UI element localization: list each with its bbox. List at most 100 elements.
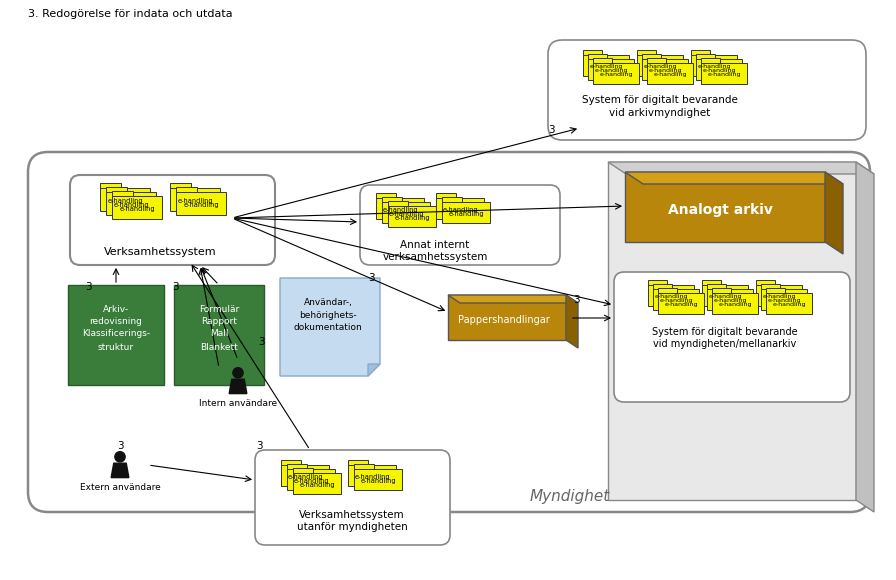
Text: e-handling: e-handling [664, 302, 698, 307]
Bar [348, 465, 396, 486]
Text: e-handling: e-handling [707, 72, 741, 77]
Text: Annat internt: Annat internt [401, 240, 470, 250]
Polygon shape [566, 295, 578, 348]
FancyBboxPatch shape [548, 40, 866, 140]
Text: behörighets-: behörighets- [299, 310, 357, 320]
Bar [696, 59, 742, 80]
Bar [583, 55, 629, 76]
Text: e-handling: e-handling [388, 211, 424, 217]
Bar [287, 464, 307, 469]
Text: e-handling: e-handling [708, 295, 742, 299]
Text: e-handling: e-handling [119, 206, 155, 212]
Text: e-handling: e-handling [599, 72, 633, 77]
Bar [642, 54, 661, 59]
Text: e-handling: e-handling [299, 482, 335, 488]
Text: Verksamhetssystem: Verksamhetssystem [104, 247, 216, 257]
Text: Mall: Mall [210, 329, 228, 339]
Text: e-handling: e-handling [702, 68, 736, 74]
Bar [106, 192, 156, 215]
Text: vid arkivmyndighet: vid arkivmyndighet [609, 108, 711, 118]
Bar [658, 293, 704, 314]
Text: Användar-,: Användar-, [304, 298, 352, 306]
Bar [348, 460, 368, 465]
Text: e-handling: e-handling [762, 295, 796, 299]
Polygon shape [825, 172, 843, 254]
Polygon shape [448, 295, 578, 303]
Bar [691, 50, 711, 55]
Text: 3: 3 [116, 441, 124, 451]
Bar [382, 202, 430, 223]
Text: Pappershandlingar: Pappershandlingar [458, 315, 550, 325]
Text: e-handling: e-handling [654, 295, 688, 299]
Bar [707, 289, 753, 310]
Text: redovisning: redovisning [90, 317, 142, 325]
Bar [593, 58, 612, 63]
Bar [766, 288, 785, 293]
Bar [287, 469, 335, 490]
Bar [702, 285, 748, 306]
Text: Klassificerings-: Klassificerings- [82, 329, 150, 339]
Bar [176, 192, 226, 215]
FancyBboxPatch shape [614, 272, 850, 402]
Text: e-handling: e-handling [177, 198, 213, 204]
Bar [637, 55, 683, 76]
Bar [112, 191, 133, 196]
Bar [100, 183, 121, 188]
Polygon shape [368, 364, 380, 376]
Text: e-handling: e-handling [772, 302, 806, 307]
Text: e-handling: e-handling [383, 207, 418, 213]
Text: 3. Redogörelse för indata och utdata: 3. Redogörelse för indata och utdata [28, 9, 233, 19]
Bar [701, 58, 720, 63]
Bar [642, 59, 688, 80]
Bar [388, 201, 409, 206]
Bar [761, 289, 807, 310]
Bar [608, 162, 856, 500]
Bar [583, 50, 602, 55]
Text: System för digitalt bevarande: System för digitalt bevarande [582, 95, 738, 105]
Bar [766, 293, 812, 314]
Polygon shape [856, 162, 874, 512]
Bar [588, 59, 634, 80]
Polygon shape [608, 162, 874, 174]
Bar [647, 58, 667, 63]
Bar [174, 285, 264, 385]
Bar [442, 202, 490, 223]
Text: System för digitalt bevarande: System för digitalt bevarande [652, 327, 797, 337]
Text: 3: 3 [85, 282, 91, 292]
Circle shape [233, 368, 243, 378]
Circle shape [115, 452, 125, 462]
Bar [712, 293, 758, 314]
Text: utanför myndigheten: utanför myndigheten [297, 522, 408, 532]
Text: Analogt arkiv: Analogt arkiv [668, 203, 772, 217]
Bar [637, 50, 656, 55]
Text: Verksamhetssystem: Verksamhetssystem [299, 510, 405, 520]
Bar [293, 468, 314, 473]
Bar [588, 54, 607, 59]
Text: e-handling: e-handling [443, 207, 478, 213]
Bar [112, 196, 162, 219]
Text: 3: 3 [255, 441, 263, 451]
Bar [701, 63, 747, 84]
Text: 3: 3 [367, 273, 375, 283]
Bar [448, 295, 566, 340]
Bar [648, 280, 668, 285]
Bar [376, 198, 424, 219]
Bar [293, 473, 341, 494]
Bar [707, 284, 727, 289]
Bar [106, 187, 127, 192]
Text: e-handling: e-handling [183, 202, 219, 208]
Polygon shape [111, 463, 129, 477]
Polygon shape [280, 278, 380, 376]
Text: e-handling: e-handling [659, 298, 693, 303]
Bar [761, 284, 780, 289]
FancyBboxPatch shape [70, 175, 275, 265]
Bar [281, 465, 329, 486]
Bar [712, 288, 731, 293]
Bar [648, 285, 694, 306]
Text: e-handling: e-handling [594, 68, 628, 74]
Text: e-handling: e-handling [448, 211, 484, 217]
Text: e-handling: e-handling [719, 302, 752, 307]
Text: e-handling: e-handling [643, 64, 676, 70]
Bar [658, 288, 677, 293]
Text: e-handling: e-handling [590, 64, 623, 70]
